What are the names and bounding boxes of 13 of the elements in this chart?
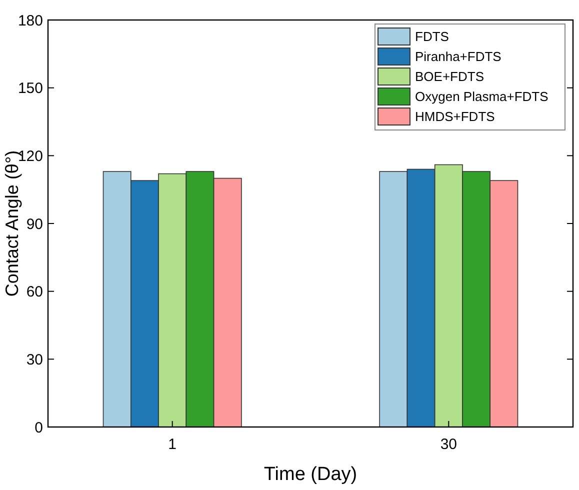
legend-label: FDTS xyxy=(415,29,450,44)
x-axis-title: Time (Day) xyxy=(264,464,358,485)
legend-label: HMDS+FDTS xyxy=(415,109,496,124)
y-tick-label: 60 xyxy=(26,284,43,301)
y-tick-label: 30 xyxy=(26,351,43,368)
legend-label: Piranha+FDTS xyxy=(415,49,502,64)
legend-label: Oxygen Plasma+FDTS xyxy=(415,89,549,104)
y-tick-label: 180 xyxy=(18,12,43,30)
y-tick-label: 90 xyxy=(26,216,43,233)
y-tick-label: 150 xyxy=(18,80,43,98)
legend-label: BOE+FDTS xyxy=(415,69,484,84)
x-tick-label: 1 xyxy=(168,436,177,453)
y-tick-label: 0 xyxy=(34,419,43,436)
